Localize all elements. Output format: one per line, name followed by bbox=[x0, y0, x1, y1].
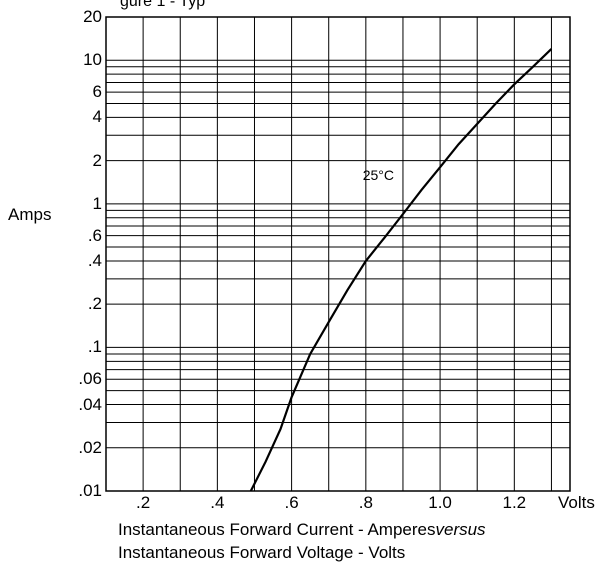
grid-lines bbox=[106, 17, 570, 491]
caption-versus-text: versus bbox=[435, 520, 486, 539]
caption-voltage-text: Instantaneous Forward Voltage - Volts bbox=[118, 543, 406, 562]
chart-caption-line-2: Instantaneous Forward Voltage - Volts bbox=[118, 543, 405, 563]
y-axis-label: Amps bbox=[8, 205, 52, 224]
y-tick-label: .6 bbox=[87, 225, 102, 245]
y-tick-label: 6 bbox=[92, 82, 102, 102]
page-title-fragment: gure 1 - Typ bbox=[120, 0, 206, 10]
x-tick-label: .2 bbox=[136, 493, 151, 512]
y-tick-label: .06 bbox=[78, 369, 102, 389]
y-tick-label: .1 bbox=[87, 337, 102, 357]
y-tick-label: .4 bbox=[87, 250, 102, 270]
y-tick-label: .02 bbox=[78, 437, 102, 457]
y-tick-label: 4 bbox=[92, 107, 102, 127]
x-tick-label: 1.2 bbox=[502, 493, 527, 512]
y-tick-label: 1 bbox=[92, 193, 102, 213]
y-tick-label: 2 bbox=[92, 150, 102, 170]
x-tick-label: .6 bbox=[284, 493, 299, 512]
x-tick-label: .4 bbox=[210, 493, 225, 512]
chart-caption-line-1: Instantaneous Forward Current - Amperesv… bbox=[118, 520, 486, 540]
y-tick-label: .2 bbox=[87, 294, 102, 314]
y-tick-label: 20 bbox=[83, 7, 102, 26]
caption-current-text: Instantaneous Forward Current - Amperes bbox=[118, 520, 436, 539]
x-tick-label: .8 bbox=[358, 493, 373, 512]
plot-frame bbox=[105, 16, 571, 492]
y-tick-label: .04 bbox=[78, 394, 102, 414]
x-axis-label: Volts bbox=[558, 493, 595, 512]
temperature-annotation: 25°C bbox=[362, 166, 394, 183]
series-curve bbox=[249, 48, 553, 492]
y-tick-label: .01 bbox=[78, 481, 102, 500]
y-tick-label: 10 bbox=[83, 50, 102, 70]
x-tick-label: 1.0 bbox=[428, 493, 452, 512]
